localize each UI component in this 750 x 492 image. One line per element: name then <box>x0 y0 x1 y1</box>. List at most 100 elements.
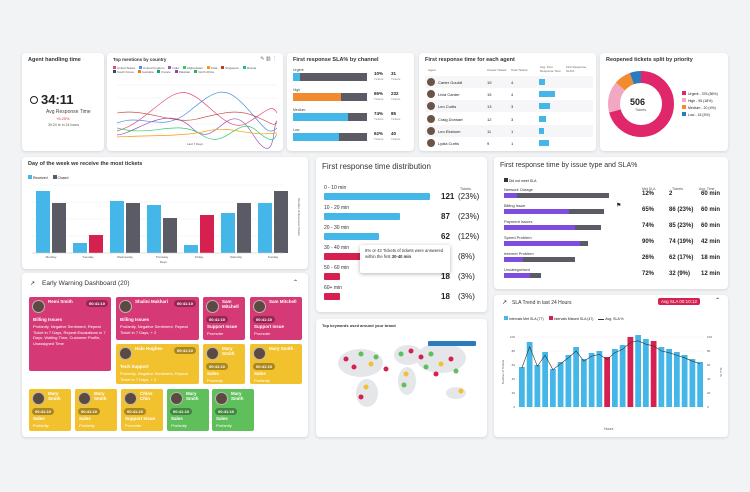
warning-name: Mary Smith <box>231 391 244 401</box>
bar-closed <box>200 215 214 253</box>
issue-tickets: 32 (9%) <box>669 271 691 277</box>
top-mentions-legend: United States United Kingdom India Afghanis… <box>113 66 263 74</box>
agent-name: Craig Dorwart <box>438 116 463 122</box>
sla-by-channel-title: First response SLA% by channel <box>293 57 379 63</box>
channel-label: Tickets <box>374 77 384 81</box>
warning-card[interactable]: Sam Mitchell 00:41:10 Support Issue Promote… <box>250 297 302 340</box>
bar-closed <box>163 218 177 253</box>
day-label: Wednesday <box>117 255 133 259</box>
warning-card[interactable]: Halo Hughes 00:41:10 Tech Support Profanity… <box>116 344 199 384</box>
warning-icon[interactable]: ⚑ <box>616 203 622 209</box>
agent-handling-value: 34:11 <box>41 92 74 107</box>
agent-avg-bar <box>539 79 545 85</box>
sla-trend-card: ↗ SLA Trend in last 24 Hours Avg SLA 00:… <box>494 295 728 437</box>
collapse-icon-2[interactable]: ⌃ <box>714 298 720 304</box>
warning-card[interactable]: Remi Smith 00:41:10 Billing Issues Profanit… <box>29 297 111 371</box>
hour-bar <box>635 335 641 407</box>
legend-missed: Intervals Missed SLA (47) <box>553 317 594 321</box>
chart-icon[interactable]: ▥ <box>265 56 271 62</box>
top-mentions-card: Top mentions by country ✎ ▥ ⋮ United Sta… <box>107 53 283 151</box>
agent-total: 3 <box>511 116 514 122</box>
agent-row-bg <box>425 124 593 137</box>
issue-bar-total <box>504 257 576 262</box>
day-label: Tuesday <box>82 255 94 259</box>
hour-bar <box>550 369 556 407</box>
channel-bar-fill <box>293 73 301 81</box>
top-mentions-title: Top mentions by country <box>113 57 167 62</box>
collapse-icon[interactable]: ⌃ <box>292 280 298 286</box>
bar-closed <box>237 203 251 253</box>
dist-pct: (8%) <box>458 252 475 261</box>
agent-name: Carter Gouldt <box>438 80 463 85</box>
issue-time: 60 min <box>701 207 721 213</box>
header-tickets: Tickets <box>672 187 683 191</box>
warning-time: 00:41:10 <box>206 363 229 370</box>
legend-item: Afghanistan <box>182 66 203 70</box>
agent-avatar <box>427 114 435 123</box>
map-marker <box>398 351 404 357</box>
y-tick: 60 <box>512 363 516 367</box>
warning-type: Support Issue <box>125 416 156 421</box>
dist-value: 62 <box>441 232 450 241</box>
warning-sub: Profanity <box>79 423 95 428</box>
channel-name: Medium <box>293 108 306 112</box>
day-of-week-ylabel: Number of Received Tickets <box>297 198 301 236</box>
agent-row-bg <box>425 100 593 113</box>
map-marker <box>448 356 454 362</box>
avatar <box>206 300 219 313</box>
warning-card[interactable]: Mary Smith 00:41:10 Sales Profanity <box>250 344 302 384</box>
legend-item: South Korea <box>113 70 134 74</box>
hour-bar <box>674 352 680 407</box>
hour-bar <box>596 351 603 407</box>
hour-bar <box>573 347 579 407</box>
warning-time: 00:41:10 <box>173 347 196 354</box>
issue-tickets: 74 (19%) <box>669 239 694 245</box>
issue-bar-met <box>504 273 531 278</box>
warning-card[interactable]: Shalini Makhari 00:41:10 Billing Issues Pro… <box>116 297 199 340</box>
avatar <box>32 300 45 313</box>
warning-type: Sales <box>254 371 266 376</box>
agent-handling-delta: +6.25% <box>56 116 70 121</box>
warning-card[interactable]: Chloe Chin 00:41:10 Support Issue Promoter <box>121 389 163 431</box>
header-closed: Closed Tickets <box>487 68 507 72</box>
warning-card[interactable]: Mary Smith 00:41:10 Sales Profanity <box>167 389 209 431</box>
channel-pct: 65% <box>374 91 384 96</box>
issue-name: Payment Issues <box>504 219 533 224</box>
more-icon[interactable]: ⋮ <box>272 56 277 62</box>
bar-closed <box>52 203 66 253</box>
issue-type-card: First response time by issue type and SL… <box>494 157 728 289</box>
map-marker <box>368 361 374 367</box>
warning-time: 00:41:10 <box>124 408 147 415</box>
y-tick: 0 <box>513 405 515 409</box>
warning-card[interactable]: Mary Smith 00:41:10 Sales Profanity <box>203 344 245 384</box>
warning-card[interactable]: Mary Smith 00:41:10 Sales Profanity <box>75 389 117 431</box>
pin-icon[interactable]: ✎ <box>260 56 265 62</box>
hour-bar <box>612 349 618 407</box>
warning-sub: Promoter <box>254 331 271 336</box>
agent-handling-prev: 30:24 hr in 24 hours <box>48 123 80 127</box>
hour-bar <box>565 355 572 407</box>
y-tick: 20 <box>512 391 516 395</box>
map-scale <box>428 341 476 346</box>
agent-closed: 12 <box>487 116 492 122</box>
channel-count: 232 <box>391 91 399 96</box>
agent-closed: 11 <box>487 128 492 134</box>
avatar <box>206 347 219 360</box>
hour-bar <box>619 345 626 407</box>
avatar <box>78 392 91 405</box>
dist-bar <box>324 253 363 260</box>
warning-card[interactable]: Mary Smith 00:41:10 Sales Profanity <box>212 389 254 431</box>
tooltip-text: 8% or 43 Tickets of tickets were answere… <box>365 248 444 259</box>
warning-card[interactable]: Sam Mitchell 00:41:10 Support Issue Promote… <box>203 297 245 340</box>
issue-tickets: 85 (23%) <box>669 223 694 229</box>
map-marker <box>418 354 424 360</box>
hour-bar <box>650 341 657 407</box>
warning-name: Mary Smith <box>186 391 199 401</box>
dist-pct: (23%) <box>458 212 480 221</box>
warning-card[interactable]: Mary Smith 00:41:10 Sales Profanity <box>29 389 71 431</box>
hour-bar <box>581 359 587 407</box>
warning-time: 00:41:10 <box>170 408 193 415</box>
map-marker <box>358 394 364 400</box>
bar-received <box>110 201 124 253</box>
agent-avg-bar <box>539 103 550 110</box>
